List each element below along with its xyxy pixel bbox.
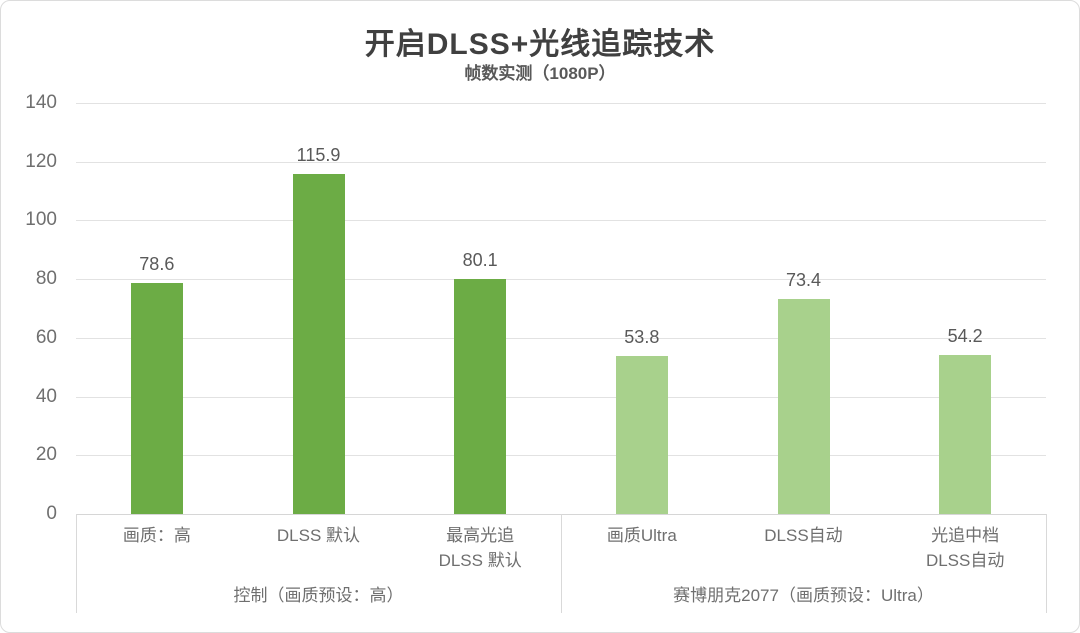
gridline [76, 279, 1046, 281]
category-axis-label: DLSS 默认 [276, 526, 361, 545]
y-axis-tick-label: 60 [35, 326, 57, 348]
gridline [76, 103, 1046, 104]
y-axis-tick-label: 140 [25, 92, 57, 113]
bar [454, 278, 507, 514]
gridline [76, 337, 1046, 339]
bar [292, 173, 345, 514]
gridline [76, 220, 1046, 222]
y-axis-tick-label: 20 [35, 444, 57, 466]
category-group-label: 控制（画质预设：高） [233, 586, 404, 605]
y-axis-tick-label: 80 [35, 268, 57, 290]
y-axis-tick-label: 0 [46, 503, 57, 524]
bar-value-label: 54.2 [947, 325, 983, 346]
bar [777, 298, 830, 514]
y-axis-tick-label: 120 [25, 150, 57, 172]
category-axis-label: DLSS自动 [764, 526, 843, 545]
bar-value-label: 73.4 [785, 269, 822, 290]
chart-subtitle: 帧数实测（1080P） [464, 64, 616, 83]
category-axis-label: 画质Ultra [606, 526, 677, 545]
bar-value-label: 80.1 [462, 249, 498, 270]
category-axis-label: 光追中档 DLSS自动 [925, 526, 1005, 570]
category-group-label: 赛博朋克2077（画质预设：Ultra） [673, 586, 934, 605]
y-axis-tick-label: 40 [35, 385, 57, 407]
bar [615, 356, 668, 514]
bar [939, 354, 992, 514]
y-axis-tick-label: 100 [25, 209, 57, 231]
bar-value-label: 78.6 [139, 254, 175, 275]
gridline [76, 396, 1046, 398]
bar [130, 283, 183, 514]
category-axis-label: 最高光追 DLSS 默认 [438, 526, 522, 570]
gridline [76, 161, 1046, 163]
category-axis-label: 画质：高 [122, 526, 191, 545]
bar-value-label: 115.9 [296, 144, 341, 165]
axis-divider-line [1046, 514, 1047, 613]
bar-value-label: 53.8 [624, 327, 660, 348]
chart-title: 开启DLSS+光线追踪技术 [364, 28, 716, 61]
axis-divider-line [76, 514, 77, 613]
axis-divider-line [561, 514, 562, 613]
gridline [76, 455, 1046, 457]
